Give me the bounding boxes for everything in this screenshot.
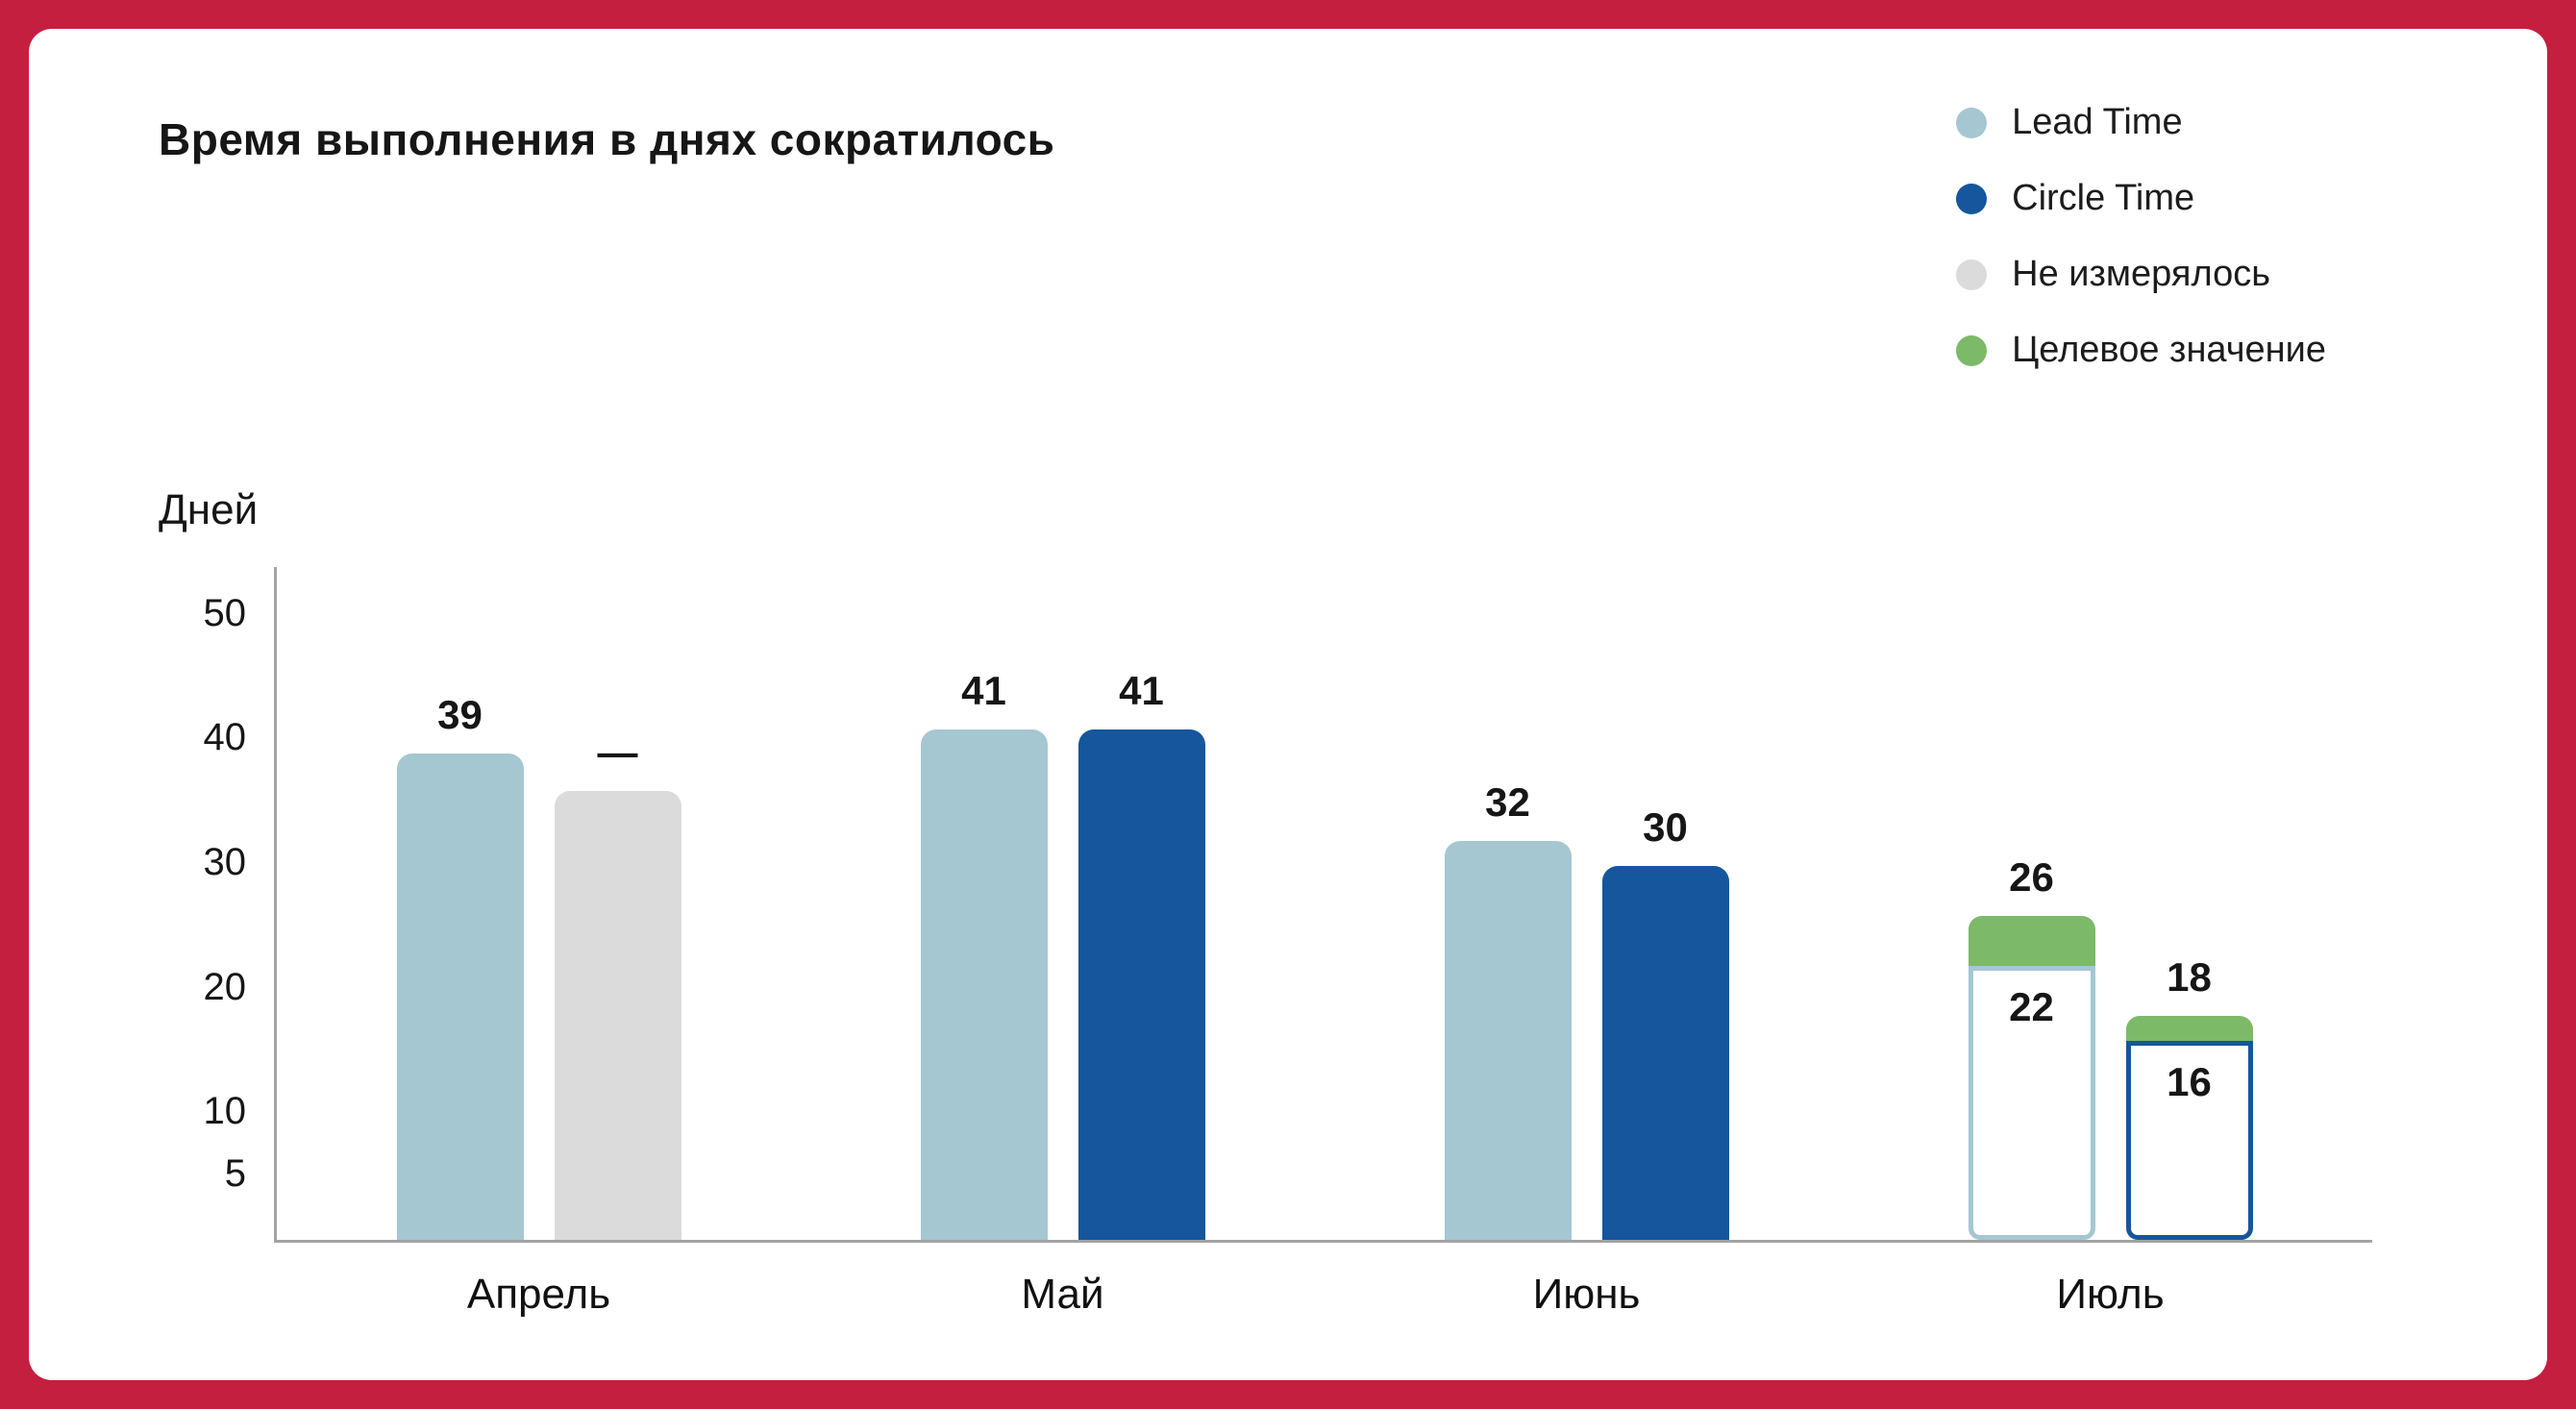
- chart-header: Время выполнения в днях сократилось Lead…: [29, 29, 2547, 371]
- legend-item-lead-time: Lead Time: [1956, 102, 2326, 143]
- outlined-bar-body: 22: [1968, 965, 2095, 1240]
- target-cap: [1968, 915, 2095, 966]
- outlined-bar-body: 16: [2125, 1040, 2253, 1240]
- bar-group-май: 41 41 Май: [920, 668, 1205, 1318]
- chart-card: Время выполнения в днях сократилось Lead…: [29, 29, 2547, 1380]
- bar-value-label: 16: [2167, 1058, 2212, 1104]
- axis-label-июль: Июль: [2056, 1271, 2165, 1318]
- bar-lead-time-май: 41: [920, 668, 1048, 1240]
- bar-lead-time-апрель: 39: [396, 692, 524, 1240]
- y-tick-10: 10: [203, 1090, 247, 1133]
- bar-value-label: 41: [961, 667, 1006, 713]
- bar-не-измерялось-апрель: —: [554, 729, 681, 1240]
- target-value-label: 18: [2167, 953, 2212, 1000]
- lead-time-dot-icon: [1956, 107, 1988, 138]
- legend-label: Не измерялось: [2012, 254, 2270, 294]
- bar-value-label: —: [597, 729, 638, 776]
- legend-item-не-измерялось: Не измерялось: [1956, 254, 2326, 295]
- legend-label: Lead Time: [2012, 102, 2183, 142]
- target-cap: [2125, 1015, 2253, 1041]
- bar-group-июль: 26 22 18 16 Июль: [1968, 854, 2253, 1318]
- bar-lead-time-июль: 26 22: [1968, 854, 2095, 1240]
- y-axis-title: Дней: [159, 486, 259, 533]
- bar-value-label: 39: [437, 692, 483, 738]
- axis-label-июнь: Июнь: [1532, 1271, 1641, 1318]
- target-value-label: 26: [2009, 853, 2054, 900]
- legend-label: Целевое значение: [2012, 330, 2326, 370]
- y-tick-40: 40: [203, 716, 247, 759]
- axis-label-апрель: Апрель: [466, 1271, 611, 1318]
- не-измерялось-dot-icon: [1956, 259, 1988, 290]
- y-tick-5: 5: [224, 1152, 246, 1196]
- bar-value-label: 32: [1485, 779, 1530, 826]
- legend: Lead Time Circle Time Не измерялось Целевое…: [1956, 96, 2326, 371]
- bar-value-label: 30: [1643, 804, 1688, 851]
- bar-group-апрель: 39 — Апрель: [396, 692, 681, 1318]
- bar-lead-time-июнь: 32: [1444, 779, 1572, 1240]
- legend-item-целевое-значение: Целевое значение: [1956, 330, 2326, 371]
- bar-circle-time-июнь: 30: [1601, 804, 1729, 1240]
- bar-group-июнь: 32 30 Июнь: [1444, 779, 1729, 1318]
- bar-circle-time-май: 41: [1077, 668, 1205, 1240]
- y-tick-20: 20: [203, 965, 247, 1008]
- y-tick-50: 50: [203, 591, 247, 634]
- chart: Дней 39— Апрель 41 41 Май 32 30 Июнь 26 22 18 16 Июл…: [159, 486, 2547, 1318]
- bar-groups: 39— Апрель 41 41 Май 32 30 Июнь 26 22 18 16 Июль: [277, 567, 2372, 1318]
- legend-label: Circle Time: [2012, 178, 2195, 218]
- plot-area: 39— Апрель 41 41 Май 32 30 Июнь 26 22 18 16 Июль 50 4…: [204, 567, 2372, 1318]
- legend-item-circle-time: Circle Time: [1956, 178, 2326, 219]
- axis-label-май: Май: [1021, 1271, 1104, 1318]
- bar-circle-time-июль: 18 16: [2125, 954, 2253, 1240]
- y-tick-30: 30: [203, 841, 247, 884]
- целевое-значение-dot-icon: [1956, 334, 1988, 366]
- circle-time-dot-icon: [1956, 183, 1988, 214]
- bar-value-label: 41: [1119, 667, 1164, 713]
- bar-value-label: 22: [2009, 983, 2054, 1029]
- chart-title: Время выполнения в днях сократилось: [159, 114, 1055, 164]
